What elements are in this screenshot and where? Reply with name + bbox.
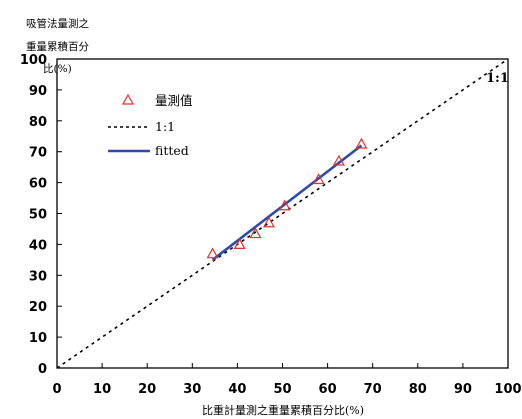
fitted-line — [211, 144, 363, 261]
series-lines — [56, 58, 509, 369]
x-tick-label: 30 — [183, 382, 201, 397]
x-tick-label: 90 — [454, 382, 472, 397]
y-axis-label-line-2: 重量累積百分 — [26, 40, 89, 53]
x-tick-label: 100 — [494, 382, 521, 397]
x-tick-label: 40 — [228, 382, 246, 397]
legend-label-fitted: fitted — [155, 143, 189, 158]
y-tick-label: 70 — [29, 146, 47, 161]
y-tick-label: 60 — [29, 177, 47, 192]
x-tick-label: 10 — [93, 382, 111, 397]
x-axis-label: 比重計量測之重量累積百分比(%) — [202, 403, 364, 417]
legend: 量測值 1:1 fitted — [108, 93, 193, 158]
measured-point — [278, 199, 291, 211]
y-tick-label: 0 — [38, 362, 47, 377]
x-tick-label: 80 — [409, 382, 427, 397]
measured-point — [312, 173, 325, 185]
measured-point — [332, 154, 345, 166]
legend-label-measured: 量測值 — [155, 93, 193, 108]
axis-ticks: 0 10 20 30 40 50 60 70 80 90 100 0 10 20 30 40 50 60 70 80 9… — [20, 53, 522, 397]
x-tick-label: 50 — [273, 382, 291, 397]
y-tick-label: 20 — [29, 300, 47, 315]
measured-point — [262, 216, 275, 228]
measured-point — [206, 247, 219, 259]
y-tick-label: 50 — [29, 208, 47, 223]
x-tick-label: 60 — [319, 382, 337, 397]
y-tick-label: 90 — [29, 84, 47, 99]
y-tick-label: 100 — [20, 53, 47, 68]
measured-point — [249, 227, 262, 239]
y-tick-label: 30 — [29, 269, 47, 284]
y-tick-label: 80 — [29, 115, 47, 130]
y-tick-label: 10 — [29, 331, 47, 346]
y-axis-label-line-1: 吸管法量測之 — [26, 17, 89, 30]
x-tick-label: 0 — [52, 382, 61, 397]
legend-marker-measured-icon — [121, 93, 135, 105]
legend-label-one-to-one: 1:1 — [155, 119, 175, 134]
one-to-one-line — [56, 58, 509, 369]
one-to-one-annotation: 1:1 — [486, 71, 509, 86]
data-points — [206, 137, 368, 259]
x-tick-label: 20 — [138, 382, 156, 397]
measured-point — [355, 137, 368, 149]
measured-point — [233, 238, 246, 249]
x-tick-label: 70 — [364, 382, 382, 397]
y-tick-label: 40 — [29, 238, 47, 253]
